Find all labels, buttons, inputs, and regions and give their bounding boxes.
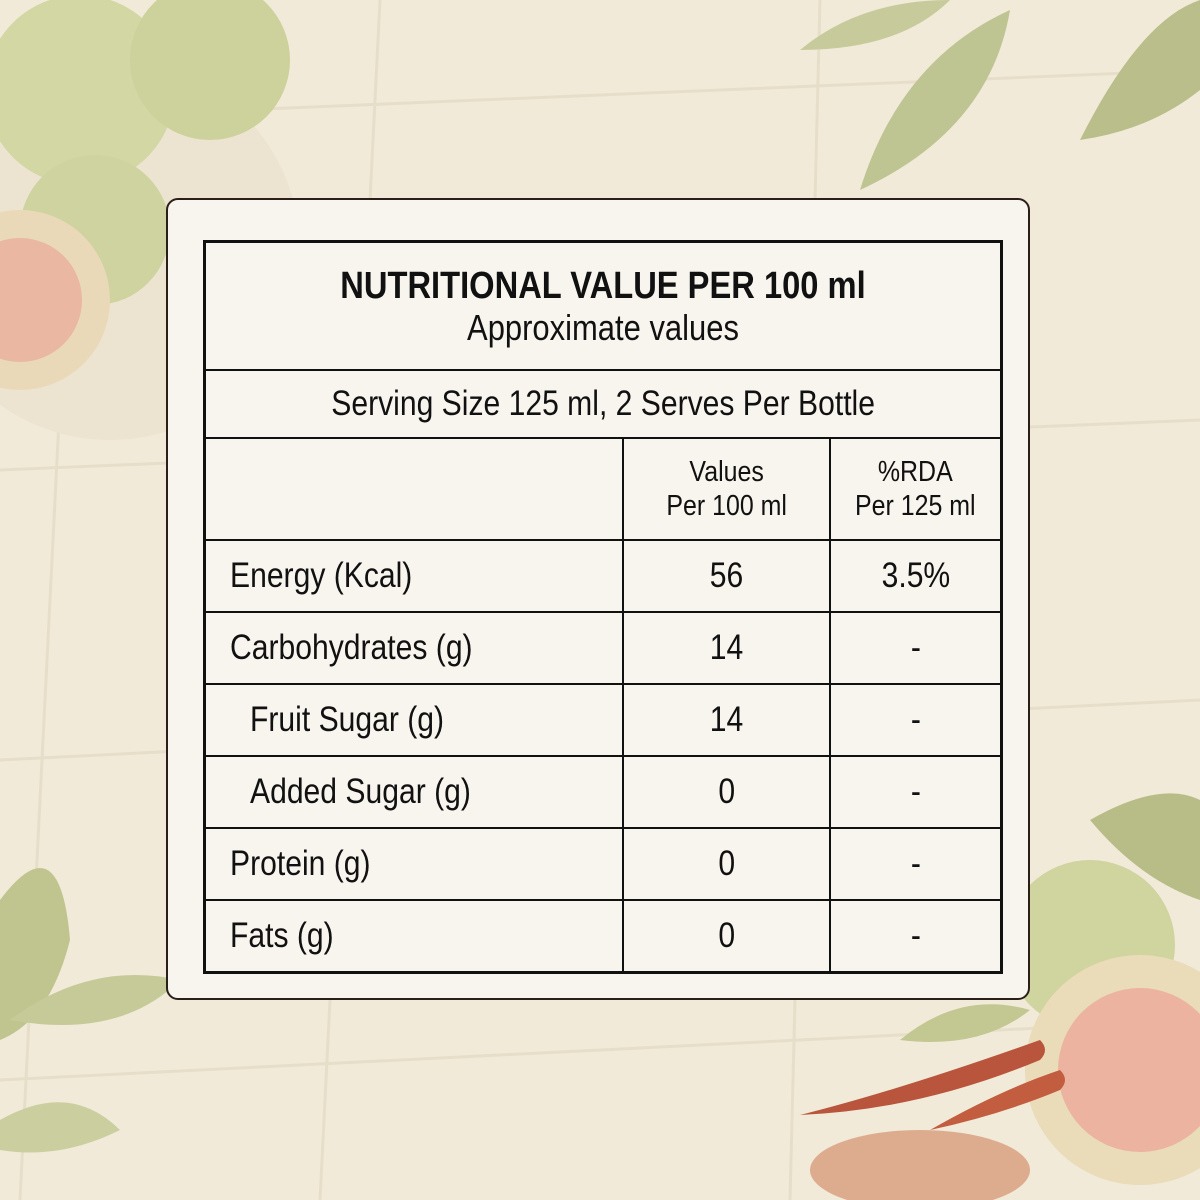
rda-header-line2: Per 125 ml [855,490,977,522]
values-header-line2: Per 100 ml [666,490,788,522]
nutrient-value: 14 [622,611,832,685]
nutrient-value: 56 [622,539,832,613]
nutrient-rda: - [829,827,1003,901]
table-row: Carbohydrates (g) 14 - [203,611,1003,685]
nutrient-label: Energy (Kcal) [203,539,625,613]
nutrition-table: NUTRITIONAL VALUE PER 100 ml Approximate… [203,240,1003,974]
nutrient-rda: - [829,683,1003,757]
rda-header-line1: %RDA [878,456,954,488]
leaf [1080,0,1200,140]
nutrient-value-text: 0 [718,916,736,955]
nutrient-value-text: 56 [710,556,744,595]
nutrient-rda: - [829,611,1003,685]
leaf [0,1102,120,1153]
nutrient-label-text: Fruit Sugar (g) [250,700,445,739]
values-header-line1: Values [689,456,764,488]
nutrient-value: 0 [622,899,832,974]
guava-flesh [0,238,82,362]
nutrient-label: Added Sugar (g) [203,755,625,829]
nutrient-value-text: 0 [718,844,736,883]
nutrient-label-text: Protein (g) [230,844,371,883]
table-row: Added Sugar (g) 0 - [203,755,1003,829]
nutrient-label-text: Energy (Kcal) [230,556,413,595]
nutrient-value: 0 [622,755,832,829]
nutrient-rda-text: - [910,700,921,739]
column-header-row: Values Per 100 ml %RDA Per 125 ml [203,437,1003,541]
serving-row: Serving Size 125 ml, 2 Serves Per Bottle [203,369,1003,439]
chili-pepper [800,1040,1045,1115]
empty-header-cell [203,437,625,541]
table-row: Fats (g) 0 - [203,899,1003,974]
serving-size-text: Serving Size 125 ml, 2 Serves Per Bottle [331,384,875,423]
nutrient-rda: - [829,899,1003,974]
nutrient-label: Fruit Sugar (g) [203,683,625,757]
serving-size: Serving Size 125 ml, 2 Serves Per Bottle [203,369,1003,439]
nutrient-value-text: 14 [710,628,744,667]
nutrient-value-text: 0 [718,772,736,811]
nutrient-label: Fats (g) [203,899,625,974]
leaf [1090,793,1200,900]
nutrient-rda: 3.5% [829,539,1003,613]
table-row: Energy (Kcal) 56 3.5% [203,539,1003,613]
nutrient-label-text: Carbohydrates (g) [230,628,473,667]
nutrient-label: Protein (g) [203,827,625,901]
leaf [900,1004,1030,1042]
nutrient-label-text: Fats (g) [230,916,334,955]
nutrient-value-text: 14 [710,700,744,739]
leaf [860,10,1010,190]
leaf [0,868,70,1040]
nutrient-rda-text: - [910,628,921,667]
nutrient-rda: - [829,755,1003,829]
guava-fruit [130,0,290,140]
nutrient-rda-text: - [910,844,921,883]
nutrient-rda-text: 3.5% [881,556,951,595]
chili-pepper [930,1070,1065,1130]
nutrient-value: 14 [622,683,832,757]
table-row: Fruit Sugar (g) 14 - [203,683,1003,757]
nutrient-rda-text: - [910,772,921,811]
leaf [800,0,950,50]
table-header: NUTRITIONAL VALUE PER 100 ml Approximate… [203,240,1003,371]
rda-column-header: %RDA Per 125 ml [829,437,1003,541]
chili-powder [810,1130,1030,1200]
leaf [10,975,180,1025]
table-row: Protein (g) 0 - [203,827,1003,901]
guava-flesh [1058,988,1200,1152]
panel-subtitle: Approximate values [467,307,739,348]
nutrient-rda-text: - [910,916,921,955]
nutrient-label: Carbohydrates (g) [203,611,625,685]
values-column-header: Values Per 100 ml [622,437,832,541]
header-row: NUTRITIONAL VALUE PER 100 ml Approximate… [203,240,1003,371]
panel-title: NUTRITIONAL VALUE PER 100 ml [340,265,866,307]
nutrient-value: 0 [622,827,832,901]
nutrient-label-text: Added Sugar (g) [250,772,471,811]
